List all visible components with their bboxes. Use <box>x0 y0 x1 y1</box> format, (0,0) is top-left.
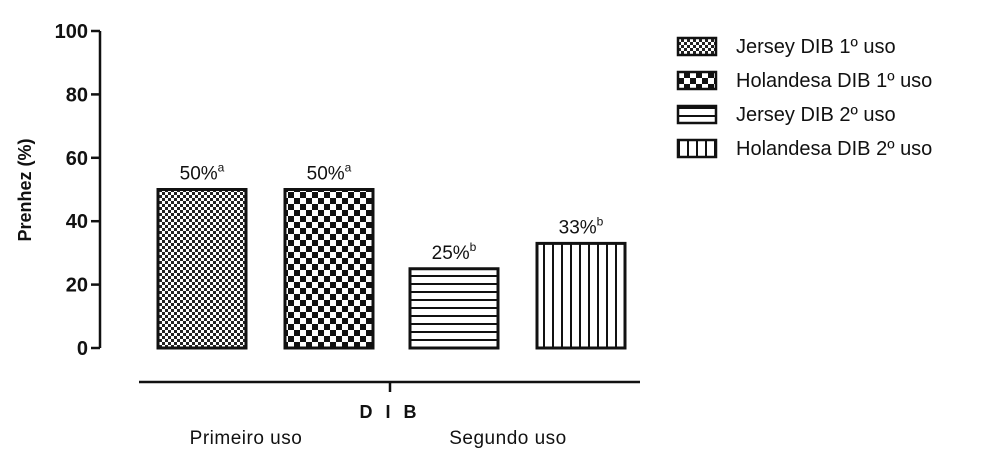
bar-data-label: 25%b <box>432 240 477 264</box>
bar-data-label-superscript: a <box>345 161 352 175</box>
legend-label: Holandesa DIB 2º uso <box>736 138 932 160</box>
bar-data-label-value: 50% <box>307 164 345 185</box>
bar-data-label-value: 50% <box>180 164 218 185</box>
y-tick-label: 40 <box>66 211 88 233</box>
y-axis-label: Prenhez (%) <box>15 138 35 241</box>
legend-swatch-vertical-stripes-icon <box>676 138 718 159</box>
y-tick-label: 20 <box>66 275 88 297</box>
y-ticks: 0 20 40 60 80 100 <box>55 21 100 360</box>
bar-data-label: 50%a <box>180 161 225 185</box>
bar <box>408 267 500 350</box>
bars: 50%a 50%a25%b33%b <box>156 161 627 350</box>
legend-swatch-checker-icon <box>676 70 718 91</box>
x-group-label-second: Segundo uso <box>449 428 567 448</box>
x-axis-label: D I B <box>359 402 420 422</box>
legend-label: Jersey DIB 2º uso <box>736 104 896 126</box>
bar-data-label: 33%b <box>559 214 604 238</box>
bar-data-label-value: 25% <box>432 243 470 264</box>
legend-swatch-fine-checker-icon <box>676 36 718 57</box>
y-tick-label: 100 <box>55 21 88 43</box>
bar-data-label: 50%a <box>307 161 352 185</box>
bar-data-label-superscript: a <box>218 161 225 175</box>
x-group-label-first: Primeiro uso <box>190 428 303 448</box>
legend: Jersey DIB 1º uso Holandesa DIB 1º uso Jer… <box>676 36 932 160</box>
bar <box>156 188 248 350</box>
y-tick-label: 60 <box>66 148 88 170</box>
y-tick-label: 80 <box>66 84 88 106</box>
bar-data-label-superscript: b <box>470 240 477 254</box>
bar <box>535 241 627 350</box>
bar-data-label-superscript: b <box>597 214 604 228</box>
bar <box>283 188 375 350</box>
bar-data-label-value: 33% <box>559 217 597 238</box>
y-tick-label: 0 <box>77 338 88 360</box>
legend-label: Jersey DIB 1º uso <box>736 36 896 58</box>
legend-label: Holandesa DIB 1º uso <box>736 70 932 92</box>
legend-swatch-horizontal-stripes-icon <box>676 104 718 125</box>
